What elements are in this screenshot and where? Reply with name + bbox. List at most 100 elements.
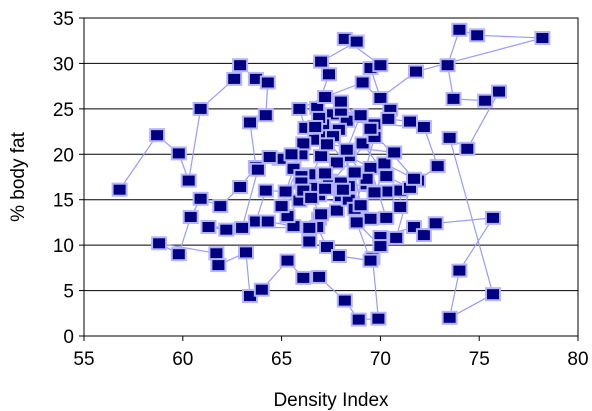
data-point xyxy=(328,203,345,218)
data-point xyxy=(429,159,446,174)
data-point xyxy=(249,162,266,177)
x-tick-label: 80 xyxy=(567,349,588,370)
data-point xyxy=(218,222,235,237)
data-point xyxy=(372,239,389,254)
data-point xyxy=(362,121,379,136)
data-point xyxy=(212,199,229,214)
y-tick-label: 25 xyxy=(53,100,74,121)
y-tick-label: 15 xyxy=(53,191,74,212)
data-point xyxy=(200,220,217,234)
data-point xyxy=(279,253,296,268)
data-point xyxy=(311,269,328,284)
data-point xyxy=(408,64,424,79)
data-point xyxy=(441,130,458,145)
data-point xyxy=(354,75,371,90)
data-point xyxy=(376,156,393,171)
data-point xyxy=(415,120,432,134)
data-point xyxy=(295,136,312,151)
data-point xyxy=(378,169,395,184)
data-point xyxy=(313,207,330,222)
data-point xyxy=(277,184,294,199)
data-point xyxy=(485,287,501,302)
data-point xyxy=(301,220,318,235)
data-point xyxy=(192,191,209,206)
data-point xyxy=(321,67,337,82)
data-point xyxy=(352,198,369,213)
data-point xyxy=(273,199,290,214)
data-point xyxy=(406,171,422,186)
data-point xyxy=(111,182,128,197)
data-point xyxy=(170,247,187,262)
data-point xyxy=(427,216,444,231)
data-point xyxy=(149,128,166,143)
data-point xyxy=(226,71,243,86)
x-tick-label: 65 xyxy=(271,349,292,370)
data-point xyxy=(402,114,418,129)
y-tick-label: 0 xyxy=(63,327,74,348)
data-point xyxy=(485,210,501,225)
data-point xyxy=(477,93,494,108)
data-point xyxy=(317,181,334,196)
data-point xyxy=(348,34,365,49)
axes: 0 5 10 15 20 25 30 35 55 60 65 70 75 80 xyxy=(53,9,589,370)
data-point xyxy=(334,182,351,197)
data-point xyxy=(491,84,507,99)
x-tick-label: 70 xyxy=(370,349,391,370)
data-point xyxy=(352,108,369,123)
data-point xyxy=(469,28,486,43)
data-point xyxy=(259,214,276,229)
data-point xyxy=(388,230,405,245)
data-point xyxy=(232,180,249,194)
data-point xyxy=(210,258,227,273)
data-point xyxy=(317,166,334,181)
plot-area-frame xyxy=(83,17,579,337)
data-point xyxy=(253,282,270,297)
data-point xyxy=(372,58,389,73)
data-point xyxy=(370,311,387,326)
data-point xyxy=(445,91,462,106)
y-tick-label: 35 xyxy=(53,9,74,30)
data-point xyxy=(350,312,367,327)
data-point xyxy=(415,228,432,243)
data-point xyxy=(392,200,409,214)
data-point xyxy=(336,293,353,308)
data-point xyxy=(439,58,456,73)
data-point xyxy=(372,91,389,105)
data-point xyxy=(283,147,300,162)
x-tick-label: 75 xyxy=(469,349,490,370)
data-point xyxy=(319,240,335,254)
data-point xyxy=(338,142,355,157)
data-point xyxy=(362,253,379,268)
x-tick-label: 55 xyxy=(73,349,94,370)
data-point xyxy=(208,246,225,261)
data-point xyxy=(151,236,168,251)
data-point xyxy=(180,173,197,188)
data-point xyxy=(303,190,320,205)
data-point xyxy=(386,145,403,160)
data-point xyxy=(234,220,251,235)
data-point xyxy=(459,141,476,156)
data-point xyxy=(242,115,258,130)
data-point xyxy=(238,245,254,260)
y-tick-label: 30 xyxy=(53,54,74,75)
data-point xyxy=(307,120,324,134)
data-point xyxy=(257,108,274,123)
data-point xyxy=(295,270,312,285)
data-point xyxy=(291,101,308,116)
data-point xyxy=(328,155,345,170)
data-point xyxy=(332,94,349,109)
x-axis-title: Density Index xyxy=(273,390,389,411)
data-point xyxy=(378,210,395,225)
data-point xyxy=(534,31,551,45)
y-tick-label: 10 xyxy=(53,236,74,257)
data-point xyxy=(182,210,199,224)
data-point xyxy=(232,58,249,73)
x-tick-label: 60 xyxy=(172,349,193,370)
data-point xyxy=(366,185,383,200)
data-point xyxy=(170,146,187,161)
data-point xyxy=(348,215,365,230)
data-point xyxy=(313,54,330,69)
data-point xyxy=(330,249,347,263)
